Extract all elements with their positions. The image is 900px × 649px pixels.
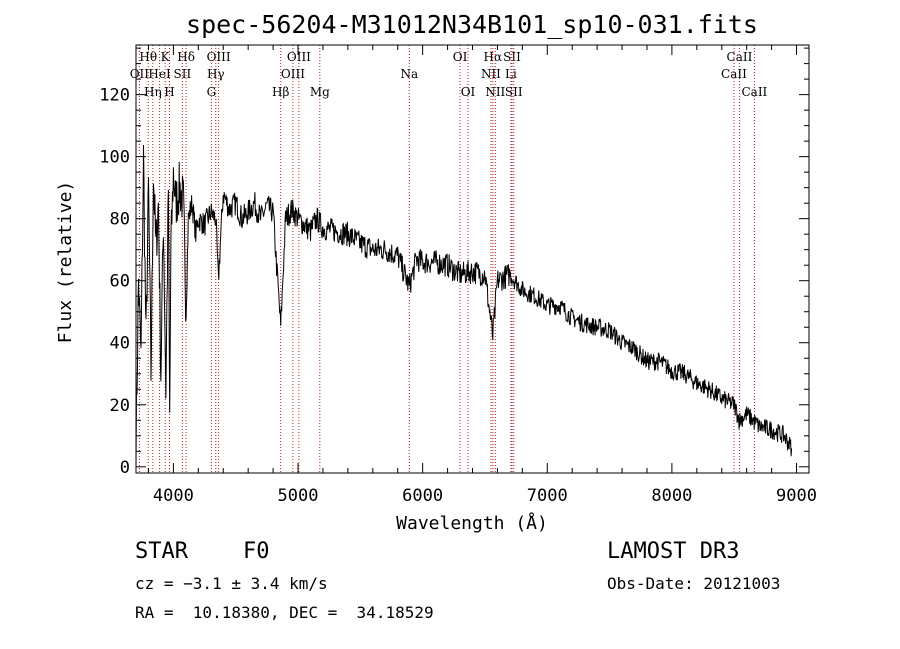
x-axis-label: Wavelength (Å)	[396, 512, 548, 534]
spectral-line-label: OII	[130, 67, 150, 81]
spectral-line-label: OIII	[207, 50, 231, 64]
spectral-line-label: OI	[453, 50, 468, 64]
spectral-line-label: Na	[400, 67, 418, 81]
spectral-line-label: Li	[505, 67, 517, 81]
y-tick-label: 120	[99, 86, 130, 106]
y-tick-label: 40	[110, 334, 130, 354]
spectral-line-label: G	[207, 85, 217, 99]
spectral-line-label: SII	[174, 67, 192, 81]
y-tick-label: 60	[110, 272, 130, 292]
x-tick-label: 5000	[278, 486, 319, 506]
x-tick-label: 4000	[153, 486, 194, 506]
x-tick-label: 6000	[402, 486, 443, 506]
spectral-line-label: CaII	[721, 67, 747, 81]
spectral-line-label: OIII	[287, 50, 311, 64]
coordinates-text: RA = 10.18380, DEC = 34.18529	[135, 603, 434, 622]
spectral-line-label: OI	[461, 85, 476, 99]
survey-name: LAMOST DR3	[607, 539, 740, 564]
redshift-text: cz = −3.1 ± 3.4 km/s	[135, 574, 328, 593]
x-tick-label: 7000	[527, 486, 568, 506]
object-class: STAR	[135, 539, 188, 564]
spectral-line-label: Mg	[310, 85, 330, 99]
spectral-line-label: Hβ	[272, 85, 289, 99]
y-axis-label: Flux (relative)	[55, 181, 76, 344]
spectral-line-label: NII	[481, 67, 501, 81]
object-subclass: F0	[243, 539, 270, 564]
obs-date-text: Obs-Date: 20121003	[607, 574, 781, 593]
y-tick-label: 0	[120, 458, 130, 478]
chart-title: spec-56204-M31012N34B101_sp10-031.fits	[186, 10, 758, 39]
spectral-line-label: OIII	[281, 67, 305, 81]
y-tick-label: 100	[99, 148, 130, 168]
spectral-line-label: K	[161, 50, 171, 64]
spectral-line-label: SII	[505, 85, 523, 99]
spectral-line-label: HeI	[148, 67, 171, 81]
spectral-line-label: Hθ	[139, 50, 157, 64]
spectral-line-label: Hγ	[207, 67, 225, 81]
spectral-line-label: Hη	[144, 85, 162, 99]
spectral-line-label: Hδ	[177, 50, 195, 64]
spectral-lines-layer: Hθ OII Hη K HeI H Hδ SII OIII Hγ G OIII OIII Hβ Mg Na OI…	[130, 45, 768, 473]
spectral-line-label: H	[164, 85, 174, 99]
y-tick-label: 80	[110, 210, 130, 230]
x-tick-label: 8000	[651, 486, 692, 506]
plot-frame	[135, 44, 810, 474]
spectral-line-label: CaII	[727, 50, 753, 64]
y-tick-label: 20	[110, 396, 130, 416]
spectral-line-label: CaII	[741, 85, 767, 99]
spectral-line-label: Hα	[484, 50, 503, 64]
spectral-line-label: SII	[503, 50, 521, 64]
x-tick-label: 9000	[776, 486, 817, 506]
spectral-line-label: NII	[485, 85, 505, 99]
axes-layer: 4000 5000 6000 7000 8000 9000 0 20 40 60 80 100 120	[99, 45, 817, 506]
spectrum-line	[135, 144, 793, 467]
spectrum-series-layer	[135, 144, 793, 467]
